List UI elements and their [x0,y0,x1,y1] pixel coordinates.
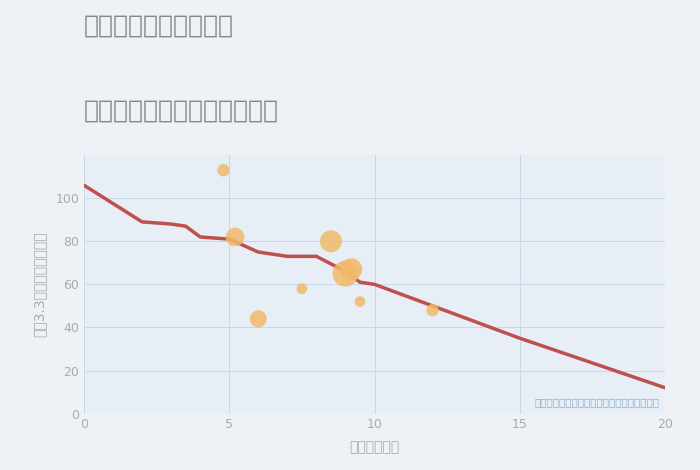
Point [427,306,438,314]
Point [230,233,241,241]
Point [253,315,264,322]
Point [326,237,337,245]
Point [346,266,357,273]
X-axis label: 駅距離（分）: 駅距離（分） [349,440,400,454]
Point [218,166,229,174]
Text: 福岡県太宰府市御笠の: 福岡県太宰府市御笠の [84,14,234,38]
Point [340,270,351,277]
Point [296,285,307,292]
Point [354,298,365,306]
Y-axis label: 坪（3.3㎡）単価（万円）: 坪（3.3㎡）単価（万円） [33,232,47,337]
Text: 円の大きさは、取引のあった物件面積を示す: 円の大きさは、取引のあった物件面積を示す [534,397,659,407]
Text: 駅距離別中古マンション価格: 駅距離別中古マンション価格 [84,99,279,123]
